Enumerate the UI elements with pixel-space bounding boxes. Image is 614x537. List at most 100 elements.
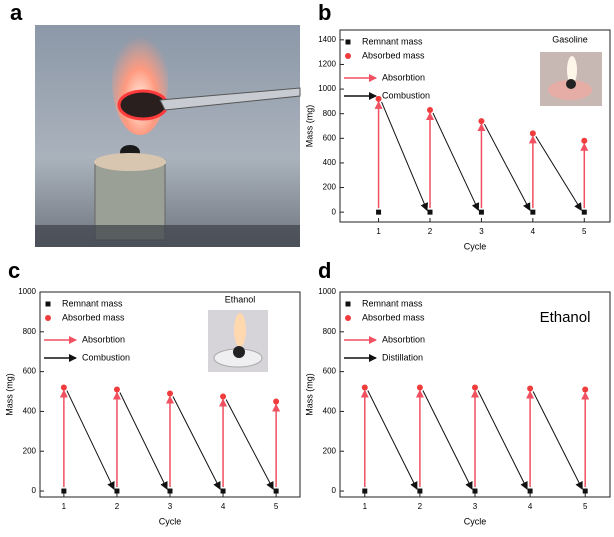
x-axis-label: Cycle <box>159 516 182 526</box>
point <box>362 488 368 494</box>
inset-photo <box>208 310 268 372</box>
point <box>472 488 478 494</box>
point <box>220 488 226 494</box>
legend-label: Distillation <box>382 352 423 362</box>
arrow <box>367 390 418 490</box>
photo <box>35 25 301 247</box>
panel-label: d <box>318 258 331 283</box>
point <box>530 209 536 215</box>
legend-marker <box>345 39 351 45</box>
legend-label: Absorbed mass <box>362 312 425 322</box>
legend-label: Combustion <box>382 90 430 100</box>
legend-marker <box>345 315 351 321</box>
point <box>167 488 173 494</box>
x-tick-label: 4 <box>531 227 536 236</box>
legend-label: Absorbed mass <box>362 50 425 60</box>
y-axis-label: Mass (mg) <box>4 373 14 416</box>
x-tick-label: 2 <box>115 502 120 511</box>
inset-photo <box>540 52 602 106</box>
arrow <box>477 390 528 490</box>
point <box>478 209 484 215</box>
panel-label: a <box>10 0 23 25</box>
arrow <box>225 399 274 490</box>
y-tick-label: 200 <box>23 446 37 455</box>
point <box>527 488 533 494</box>
legend-label: Absorbtion <box>382 72 425 82</box>
x-tick-label: 2 <box>418 502 423 511</box>
point <box>427 209 433 215</box>
x-tick-label: 3 <box>168 502 173 511</box>
inset-label: Gasoline <box>552 34 588 44</box>
x-tick-label: 5 <box>583 502 588 511</box>
y-tick-label: 200 <box>323 446 337 455</box>
point <box>60 384 67 391</box>
arrow <box>432 112 480 212</box>
annotation: Ethanol <box>540 309 591 326</box>
y-tick-label: 1200 <box>318 60 336 69</box>
point <box>361 384 368 391</box>
legend-label: Absorbtion <box>382 334 425 344</box>
inset-label: Ethanol <box>225 294 256 304</box>
arrow <box>381 101 428 212</box>
point <box>582 488 588 494</box>
point <box>375 95 382 102</box>
panel-label: b <box>318 0 331 25</box>
legend-marker <box>345 301 351 307</box>
arrow <box>422 390 473 490</box>
y-tick-label: 0 <box>32 486 37 495</box>
x-tick-label: 1 <box>62 502 67 511</box>
point <box>220 393 227 400</box>
y-tick-label: 1000 <box>318 287 336 296</box>
x-tick-label: 2 <box>428 227 433 236</box>
y-axis-label: Mass (mg) <box>304 105 314 148</box>
legend-label: Remnant mass <box>362 36 423 46</box>
point <box>273 398 280 405</box>
point <box>376 209 382 215</box>
y-tick-label: 600 <box>323 133 337 142</box>
point <box>472 384 478 391</box>
x-tick-label: 5 <box>274 502 279 511</box>
y-tick-label: 0 <box>332 207 337 216</box>
legend-label: Absorbed mass <box>62 312 125 322</box>
y-tick-label: 400 <box>323 407 337 416</box>
arrow <box>66 390 115 490</box>
arrow <box>535 136 582 212</box>
x-tick-label: 4 <box>528 502 533 511</box>
point <box>61 488 67 494</box>
y-tick-label: 1000 <box>318 84 336 93</box>
point <box>582 386 589 393</box>
point <box>167 390 173 397</box>
y-tick-label: 1000 <box>18 287 36 296</box>
point <box>478 118 485 125</box>
y-axis-label: Mass (mg) <box>304 373 314 416</box>
point <box>529 130 536 137</box>
point <box>417 488 423 494</box>
legend-label: Combustion <box>82 352 130 362</box>
legend-label: Remnant mass <box>62 298 123 308</box>
x-tick-label: 3 <box>479 227 484 236</box>
legend-marker <box>345 53 351 59</box>
x-tick-label: 3 <box>473 502 478 511</box>
plot-frame <box>339 29 611 223</box>
arrow <box>532 391 583 490</box>
point <box>581 137 588 144</box>
y-tick-label: 1400 <box>318 35 336 44</box>
point <box>527 385 534 392</box>
arrow <box>172 396 221 490</box>
x-tick-label: 4 <box>221 502 226 511</box>
y-tick-label: 800 <box>23 327 37 336</box>
legend-marker <box>45 315 51 321</box>
legend-label: Remnant mass <box>362 298 423 308</box>
y-tick-label: 800 <box>323 327 337 336</box>
y-tick-label: 800 <box>323 109 337 118</box>
y-tick-label: 400 <box>23 407 37 416</box>
x-axis-label: Cycle <box>464 241 487 251</box>
panel-label: c <box>8 258 20 283</box>
arrow <box>483 123 531 212</box>
y-tick-label: 600 <box>23 367 37 376</box>
point <box>581 209 587 215</box>
x-tick-label: 1 <box>363 502 368 511</box>
legend-label: Absorbtion <box>82 334 125 344</box>
x-axis-label: Cycle <box>464 516 487 526</box>
